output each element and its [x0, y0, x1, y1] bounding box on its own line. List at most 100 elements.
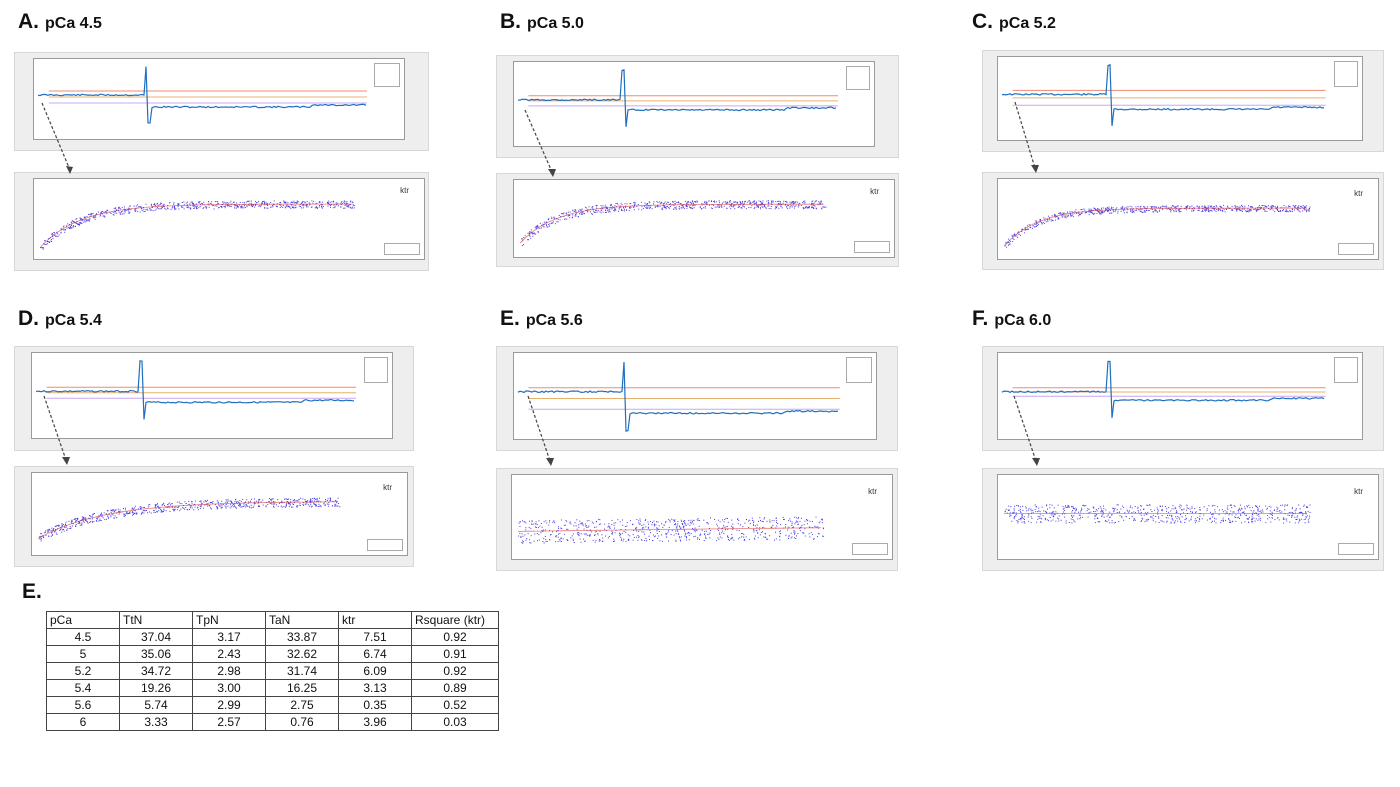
- header-tpn: TpN: [192, 611, 266, 629]
- cell-ktr: 6.09: [338, 662, 412, 680]
- panel-e-ktr-axes: ktr: [511, 474, 893, 560]
- panel-c-ktr-legend: [1338, 243, 1374, 255]
- panel-a-force-trace: [37, 66, 367, 124]
- panel-a-force-legend: [374, 63, 400, 87]
- panel-b-ktr-figure: ktr: [496, 173, 899, 267]
- cell-tpn: 2.98: [192, 662, 266, 680]
- panel-c-zoom-arrow: [1014, 101, 1039, 173]
- cell-tan: 33.87: [265, 628, 339, 646]
- panel-b-zoom-arrow: [524, 109, 556, 177]
- ktr-fit-line: [1003, 207, 1307, 247]
- cell-tpn: 3.17: [192, 628, 266, 646]
- ktr-fit-line: [37, 501, 338, 539]
- cell-rsquare: 0.92: [411, 662, 499, 680]
- summary-table: pCa TtN TpN TaN ktr Rsquare (ktr) 4.5 37…: [46, 611, 499, 731]
- panel-d-force-figure: [14, 346, 414, 451]
- panel-e-force-axes: [513, 352, 877, 440]
- header-tan: TaN: [265, 611, 339, 629]
- panel-f-force-axes: [997, 352, 1363, 440]
- panel-b-ktr-legend: [854, 241, 890, 253]
- cell-pca: 5.6: [46, 696, 120, 714]
- panel-e-force-legend: [846, 357, 872, 383]
- cell-tan: 31.74: [265, 662, 339, 680]
- panel-d-ktr-axes: ktr: [31, 472, 408, 556]
- panel-c-force-trace: [1001, 63, 1326, 126]
- ktr-fit-line: [518, 527, 821, 532]
- cell-pca: 5: [46, 645, 120, 663]
- panel-d-ktr-label: ktr: [383, 483, 392, 492]
- panel-b-ktr-label: ktr: [870, 187, 879, 196]
- panel-d-ktr-figure: ktr: [14, 466, 414, 567]
- header-pca: pCa: [46, 611, 120, 629]
- force-trace-line: [517, 361, 839, 432]
- panel-d-title: D. pCa 5.4: [18, 307, 102, 331]
- panel-b-letter: B.: [500, 10, 521, 33]
- panel-a-ktr-axes: ktr: [33, 178, 425, 260]
- panel-f-ktr-label: ktr: [1354, 487, 1363, 496]
- cell-pca: 6: [46, 713, 120, 731]
- force-trace-line: [1001, 360, 1325, 418]
- panel-b-force-trace: [517, 69, 838, 127]
- panel-f-force-figure: [982, 346, 1384, 451]
- table-row: 5.4 19.26 3.00 16.25 3.13 0.89: [46, 679, 499, 697]
- panel-a-force-axes: [33, 58, 405, 140]
- ktr-scatter-points: [1004, 504, 1311, 524]
- ktr-scatter-points: [1004, 204, 1311, 248]
- panel-b-ktr-scatter: [519, 200, 827, 247]
- panel-c-ktr-label: ktr: [1354, 189, 1363, 198]
- table-row: 5.6 5.74 2.99 2.75 0.35 0.52: [46, 696, 499, 714]
- panel-e-force-figure: [496, 346, 898, 451]
- force-trace-line: [517, 69, 837, 127]
- table-row: 5 35.06 2.43 32.62 6.74 0.91: [46, 645, 499, 663]
- cell-rsquare: 0.52: [411, 696, 499, 714]
- ktr-scatter-points: [521, 200, 827, 247]
- panel-d-force-axes: [31, 352, 393, 439]
- panel-d-ktr-scatter: [37, 497, 341, 542]
- panel-f-force-legend: [1334, 357, 1358, 383]
- panel-f-ktr-scatter: [1004, 504, 1311, 524]
- cell-ttn: 19.26: [119, 679, 193, 697]
- panel-e-name: pCa 5.6: [525, 312, 583, 329]
- panel-a-letter: A.: [18, 10, 39, 33]
- cell-ktr: 0.35: [338, 696, 412, 714]
- panel-d-force-trace: [35, 360, 356, 420]
- panel-e-zoom-arrow: [527, 395, 554, 466]
- cell-tan: 32.62: [265, 645, 339, 663]
- panel-f-ktr-figure: ktr: [982, 468, 1384, 571]
- cell-tan: 2.75: [265, 696, 339, 714]
- panel-b-name: pCa 5.0: [527, 15, 584, 32]
- panel-a-ktr-legend: [384, 243, 420, 255]
- panel-a-ktr-scatter: [39, 200, 355, 250]
- panel-a-name: pCa 4.5: [45, 15, 102, 32]
- panel-b-force-legend: [846, 66, 870, 90]
- panel-c-title: C. pCa 5.2: [972, 10, 1056, 34]
- table-row: 6 3.33 2.57 0.76 3.96 0.03: [46, 713, 499, 731]
- panel-d-zoom-arrow: [43, 395, 70, 465]
- table-title: E.: [22, 580, 42, 603]
- panel-f-zoom-arrow: [1013, 395, 1040, 466]
- cell-ktr: 6.74: [338, 645, 412, 663]
- cell-tpn: 2.57: [192, 713, 266, 731]
- ktr-fit-line: [39, 203, 352, 248]
- cell-tan: 16.25: [265, 679, 339, 697]
- cell-ttn: 37.04: [119, 628, 193, 646]
- panel-c-force-legend: [1334, 61, 1358, 87]
- panel-e-ktr-figure: ktr: [496, 468, 898, 571]
- cell-ttn: 34.72: [119, 662, 193, 680]
- cell-rsquare: 0.91: [411, 645, 499, 663]
- panel-a-title: A. pCa 4.5: [18, 10, 102, 34]
- cell-pca: 5.4: [46, 679, 120, 697]
- panel-a-force-figure: [14, 52, 429, 151]
- panel-d-force-legend: [364, 357, 388, 383]
- panel-f-name: pCa 6.0: [994, 312, 1052, 329]
- panel-c-force-figure: [982, 50, 1384, 152]
- ktr-scatter-points: [518, 516, 824, 544]
- panel-e-ktr-label: ktr: [868, 487, 877, 496]
- panel-e-letter: E.: [500, 307, 520, 330]
- ktr-fit-line: [519, 203, 823, 244]
- cell-tpn: 3.00: [192, 679, 266, 697]
- cell-pca: 5.2: [46, 662, 120, 680]
- header-ttn: TtN: [119, 611, 193, 629]
- panel-a-zoom-arrow: [41, 102, 73, 174]
- table-row: 4.5 37.04 3.17 33.87 7.51 0.92: [46, 628, 499, 646]
